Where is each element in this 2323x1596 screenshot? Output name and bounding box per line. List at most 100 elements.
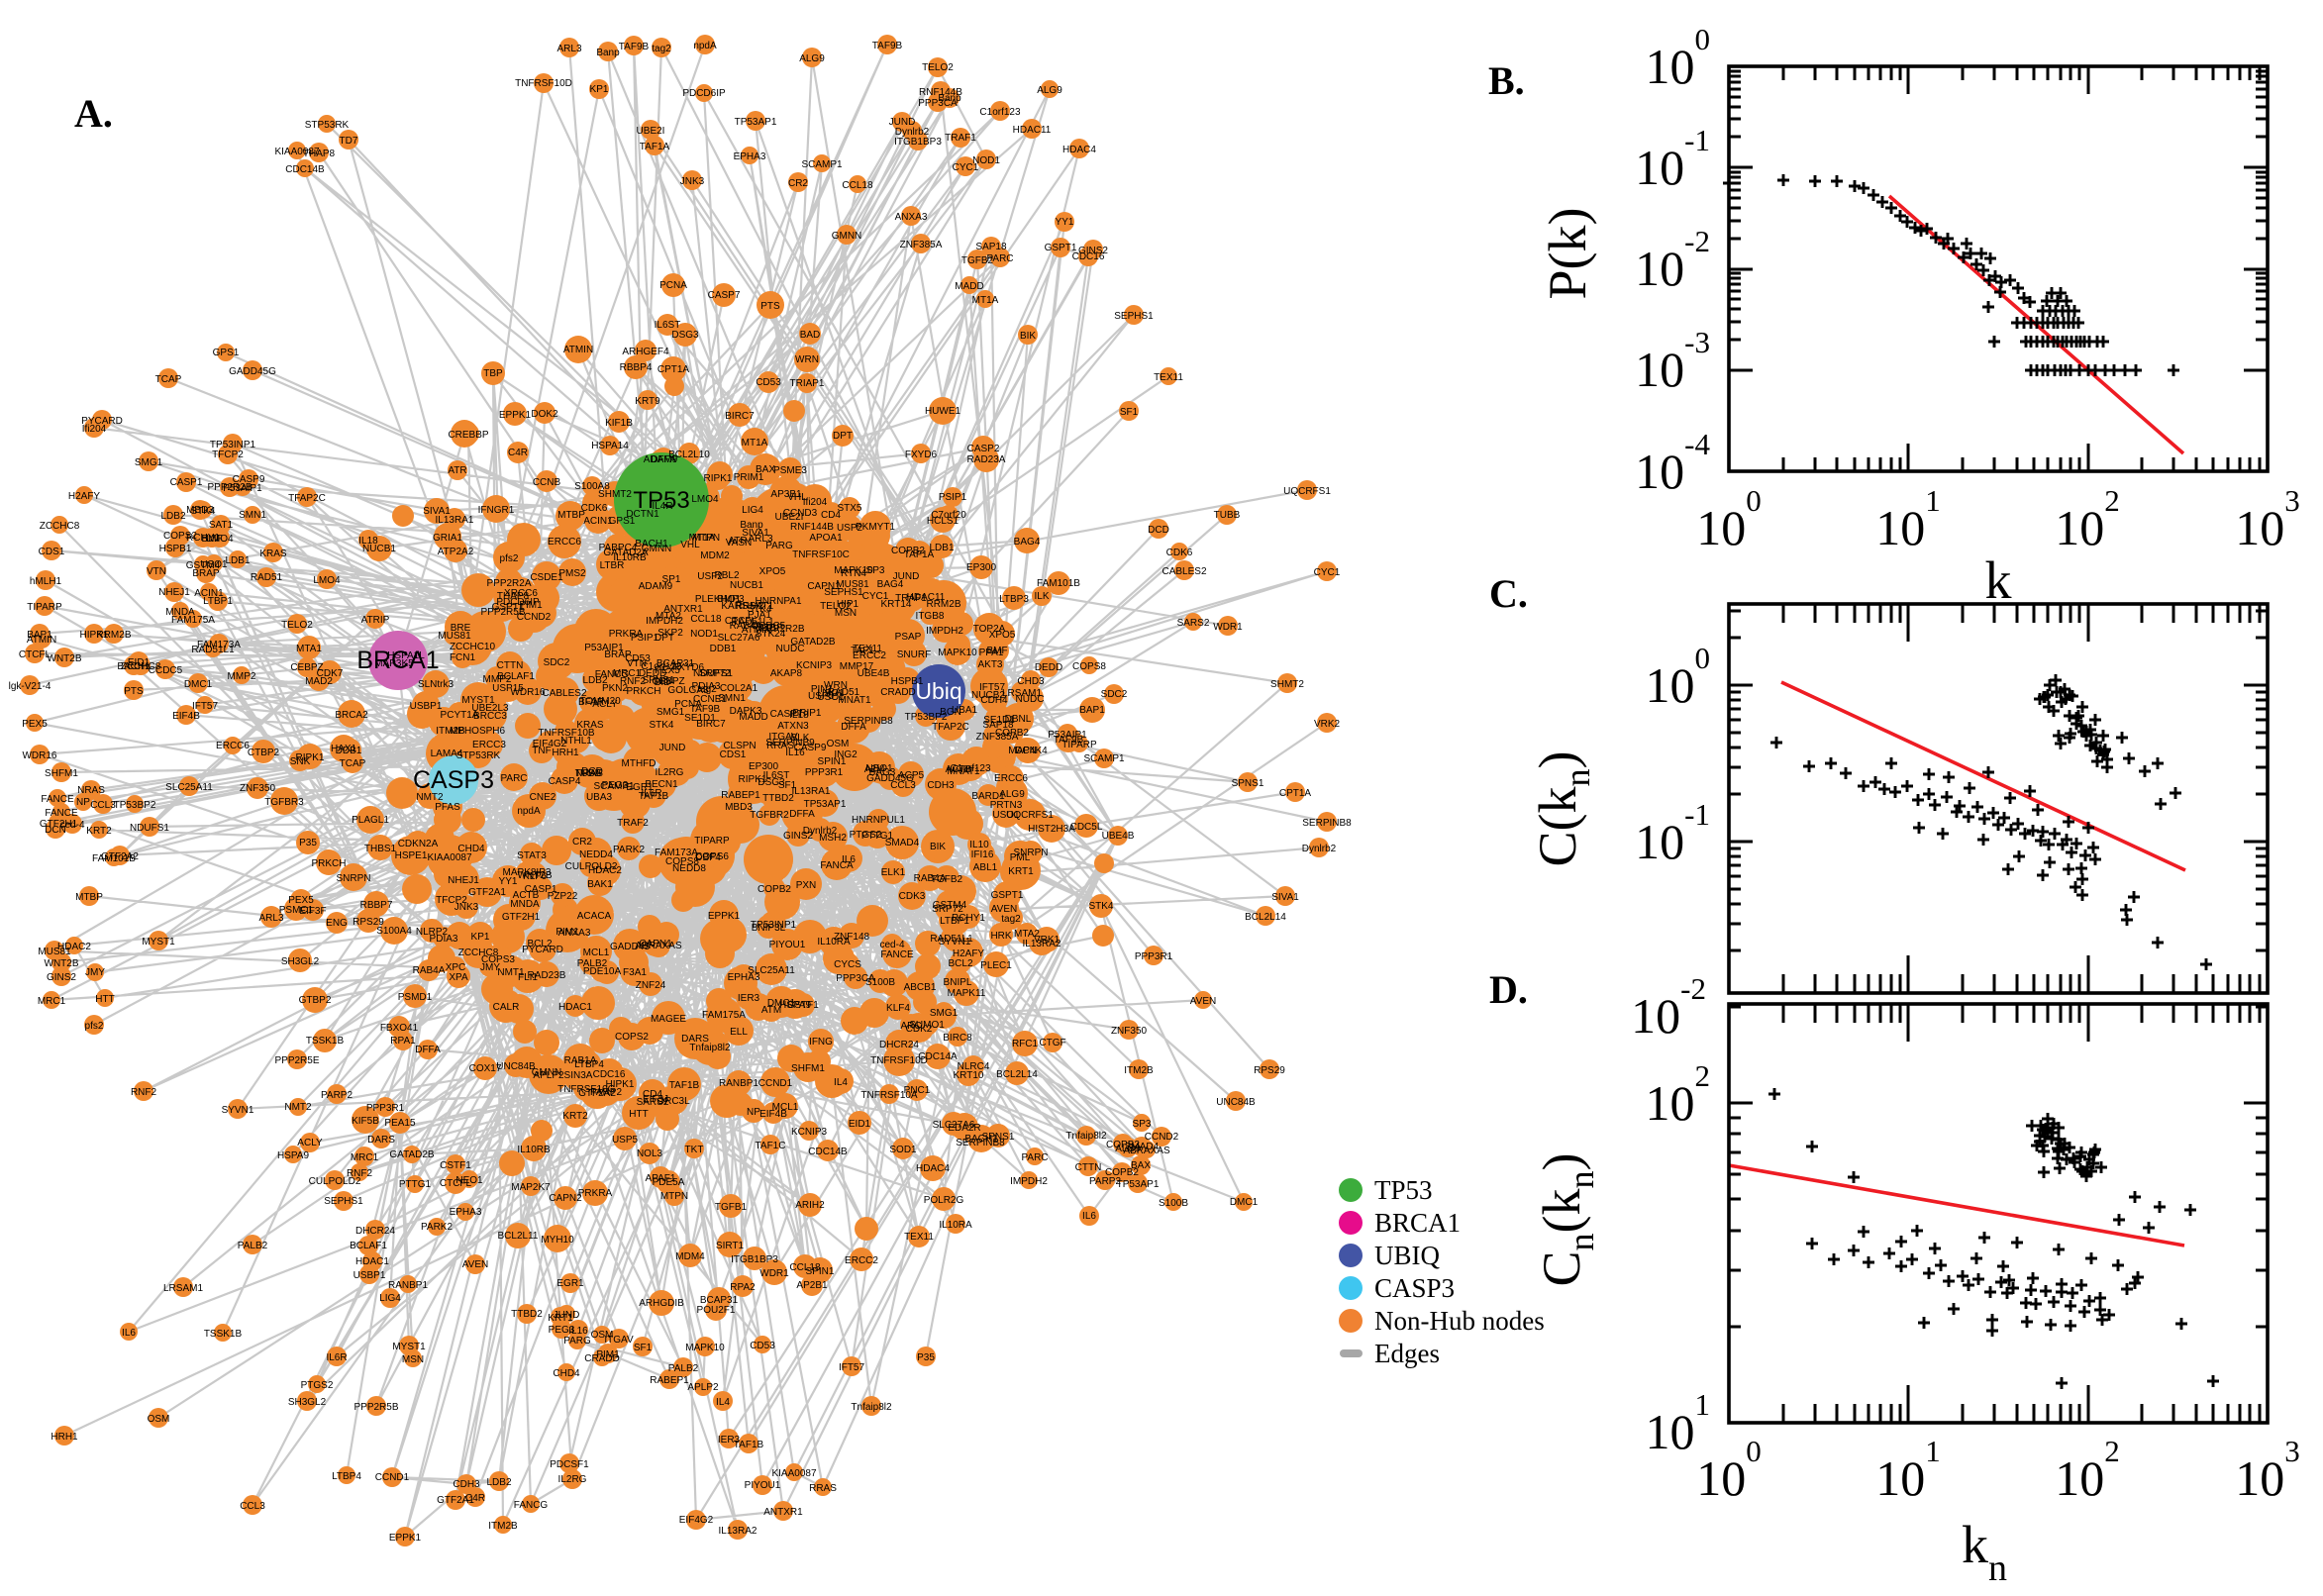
svg-text:ARL3: ARL3 [748,534,772,545]
svg-text:WNT2B: WNT2B [48,653,82,664]
svg-text:pfs2: pfs2 [500,553,519,564]
svg-text:MRC1: MRC1 [38,996,66,1007]
svg-text:VRK1: VRK1 [1034,935,1060,946]
svg-text:ABRAXAS: ABRAXAS [1123,1146,1170,1156]
svg-text:BIRC7: BIRC7 [696,719,726,730]
svg-text:SCAMP1: SCAMP1 [801,159,843,170]
svg-text:MMP2: MMP2 [228,671,256,682]
svg-text:CDH3: CDH3 [927,780,955,791]
svg-text:SYVN1: SYVN1 [222,1105,254,1116]
svg-text:UBE2I: UBE2I [775,512,804,523]
svg-text:ELL: ELL [730,1027,748,1038]
svg-text:H2AFY: H2AFY [68,491,101,502]
svg-text:PEX5: PEX5 [288,895,314,906]
svg-text:BNIP3L: BNIP3L [752,923,786,934]
svg-text:PEX5: PEX5 [655,665,680,676]
svg-text:BAX: BAX [1131,1160,1151,1171]
svg-text:ARC: ARC [900,1021,921,1032]
svg-text:PFAS: PFAS [435,802,460,813]
svg-text:RPA1: RPA1 [390,1036,416,1047]
svg-text:IL18: IL18 [789,710,809,721]
svg-text:KIAA0087: KIAA0087 [771,1468,816,1479]
svg-text:USO1: USO1 [200,559,228,570]
svg-text:EID1: EID1 [849,1119,871,1130]
svg-text:hMLH1: hMLH1 [30,576,62,587]
svg-text:BACH1: BACH1 [635,539,668,549]
svg-text:KIF1B: KIF1B [605,418,633,429]
svg-text:RNF144B: RNF144B [790,522,834,533]
svg-text:SEPHS1: SEPHS1 [824,587,863,598]
svg-text:SLC27A6: SLC27A6 [718,633,760,644]
svg-text:EPHA3: EPHA3 [450,1207,482,1218]
svg-text:SHFM1: SHFM1 [791,1063,825,1074]
svg-text:SAP18: SAP18 [975,242,1007,252]
svg-text:COPB2: COPB2 [1106,1140,1140,1150]
svg-text:PEX5: PEX5 [22,719,48,730]
svg-text:CTBP2: CTBP2 [248,748,280,758]
svg-text:AP3B1: AP3B1 [770,489,802,500]
svg-text:PPP3CA: PPP3CA [918,98,958,109]
svg-text:SMN1: SMN1 [239,510,266,521]
svg-text:PARG: PARG [563,1336,591,1347]
svg-text:AKT3: AKT3 [977,659,1002,670]
svg-text:IL4: IL4 [716,1397,730,1408]
svg-text:BMF: BMF [986,646,1007,656]
svg-text:PDCD6IP: PDCD6IP [496,597,540,608]
svg-text:LTBP1: LTBP1 [940,916,969,927]
svg-text:PPP2R2A: PPP2R2A [486,578,531,589]
svg-text:SDC2: SDC2 [1101,689,1128,700]
svg-text:DOK2: DOK2 [531,409,558,420]
svg-text:BAP1: BAP1 [27,630,52,641]
svg-text:PSMD1: PSMD1 [398,992,433,1003]
svg-text:CTCFL: CTCFL [725,616,758,627]
svg-text:ARHGDIB: ARHGDIB [639,1298,684,1309]
svg-text:TGFB1: TGFB1 [715,1202,748,1213]
svg-text:PIYOU1: PIYOU1 [745,1480,781,1491]
svg-text:STAT3: STAT3 [517,850,547,861]
svg-text:NRAS: NRAS [77,785,105,796]
svg-text:GPS1: GPS1 [213,348,240,358]
svg-text:P53AIP1: P53AIP1 [223,483,262,494]
svg-text:DAPK3: DAPK3 [730,706,762,717]
svg-text:CASP7: CASP7 [770,709,803,720]
svg-text:TFCP2: TFCP2 [212,449,244,460]
svg-text:LDB2: LDB2 [582,675,607,686]
svg-text:HNRNPUL1: HNRNPUL1 [852,815,905,826]
svg-text:RANBP1: RANBP1 [388,1280,428,1291]
svg-text:PIM1: PIM1 [556,927,579,938]
svg-text:IL6R: IL6R [326,1352,347,1363]
svg-text:HSPB1: HSPB1 [159,544,192,554]
svg-text:IL13RA2: IL13RA2 [1023,939,1061,949]
svg-text:MNDA: MNDA [510,899,540,910]
svg-text:XPO5: XPO5 [759,566,786,577]
svg-text:RBBP4: RBBP4 [620,362,653,373]
svg-text:BIRC7: BIRC7 [725,411,755,422]
svg-text:TKT: TKT [685,1145,704,1155]
svg-text:PARG: PARG [765,541,793,551]
svg-text:ACACA: ACACA [577,911,612,922]
svg-text:SLC25A11: SLC25A11 [165,782,213,793]
svg-text:THBS1: THBS1 [364,844,397,854]
svg-text:P53AIP1: P53AIP1 [1048,730,1087,741]
svg-text:BACH1: BACH1 [117,661,151,672]
svg-text:C.: C. [1489,571,1528,616]
svg-text:CCND2: CCND2 [1145,1132,1179,1143]
svg-text:BFAR: BFAR [578,697,604,708]
svg-text:UBE2I: UBE2I [637,126,665,137]
svg-text:GADD45G: GADD45G [229,366,276,377]
svg-text:BCL2L14: BCL2L14 [996,1069,1038,1080]
svg-text:PPP2R2B: PPP2R2B [759,624,804,635]
svg-text:RRM2: RRM2 [736,601,764,612]
svg-text:WDR16: WDR16 [22,750,56,761]
svg-text:ABRAXAS: ABRAXAS [635,941,682,951]
svg-text:IL13RA1: IL13RA1 [436,515,474,526]
svg-text:AKAP8: AKAP8 [770,668,803,679]
svg-text:SRP72: SRP72 [932,904,963,915]
svg-text:KIAA0087: KIAA0087 [427,852,471,863]
svg-text:CASP9: CASP9 [794,743,827,753]
svg-text:RAB1A: RAB1A [564,1055,597,1066]
svg-text:TP53BP2: TP53BP2 [905,712,948,723]
svg-text:UBE2L3: UBE2L3 [471,703,509,714]
svg-text:COPS6: COPS6 [695,851,729,862]
svg-text:DMC1: DMC1 [1230,1197,1259,1208]
